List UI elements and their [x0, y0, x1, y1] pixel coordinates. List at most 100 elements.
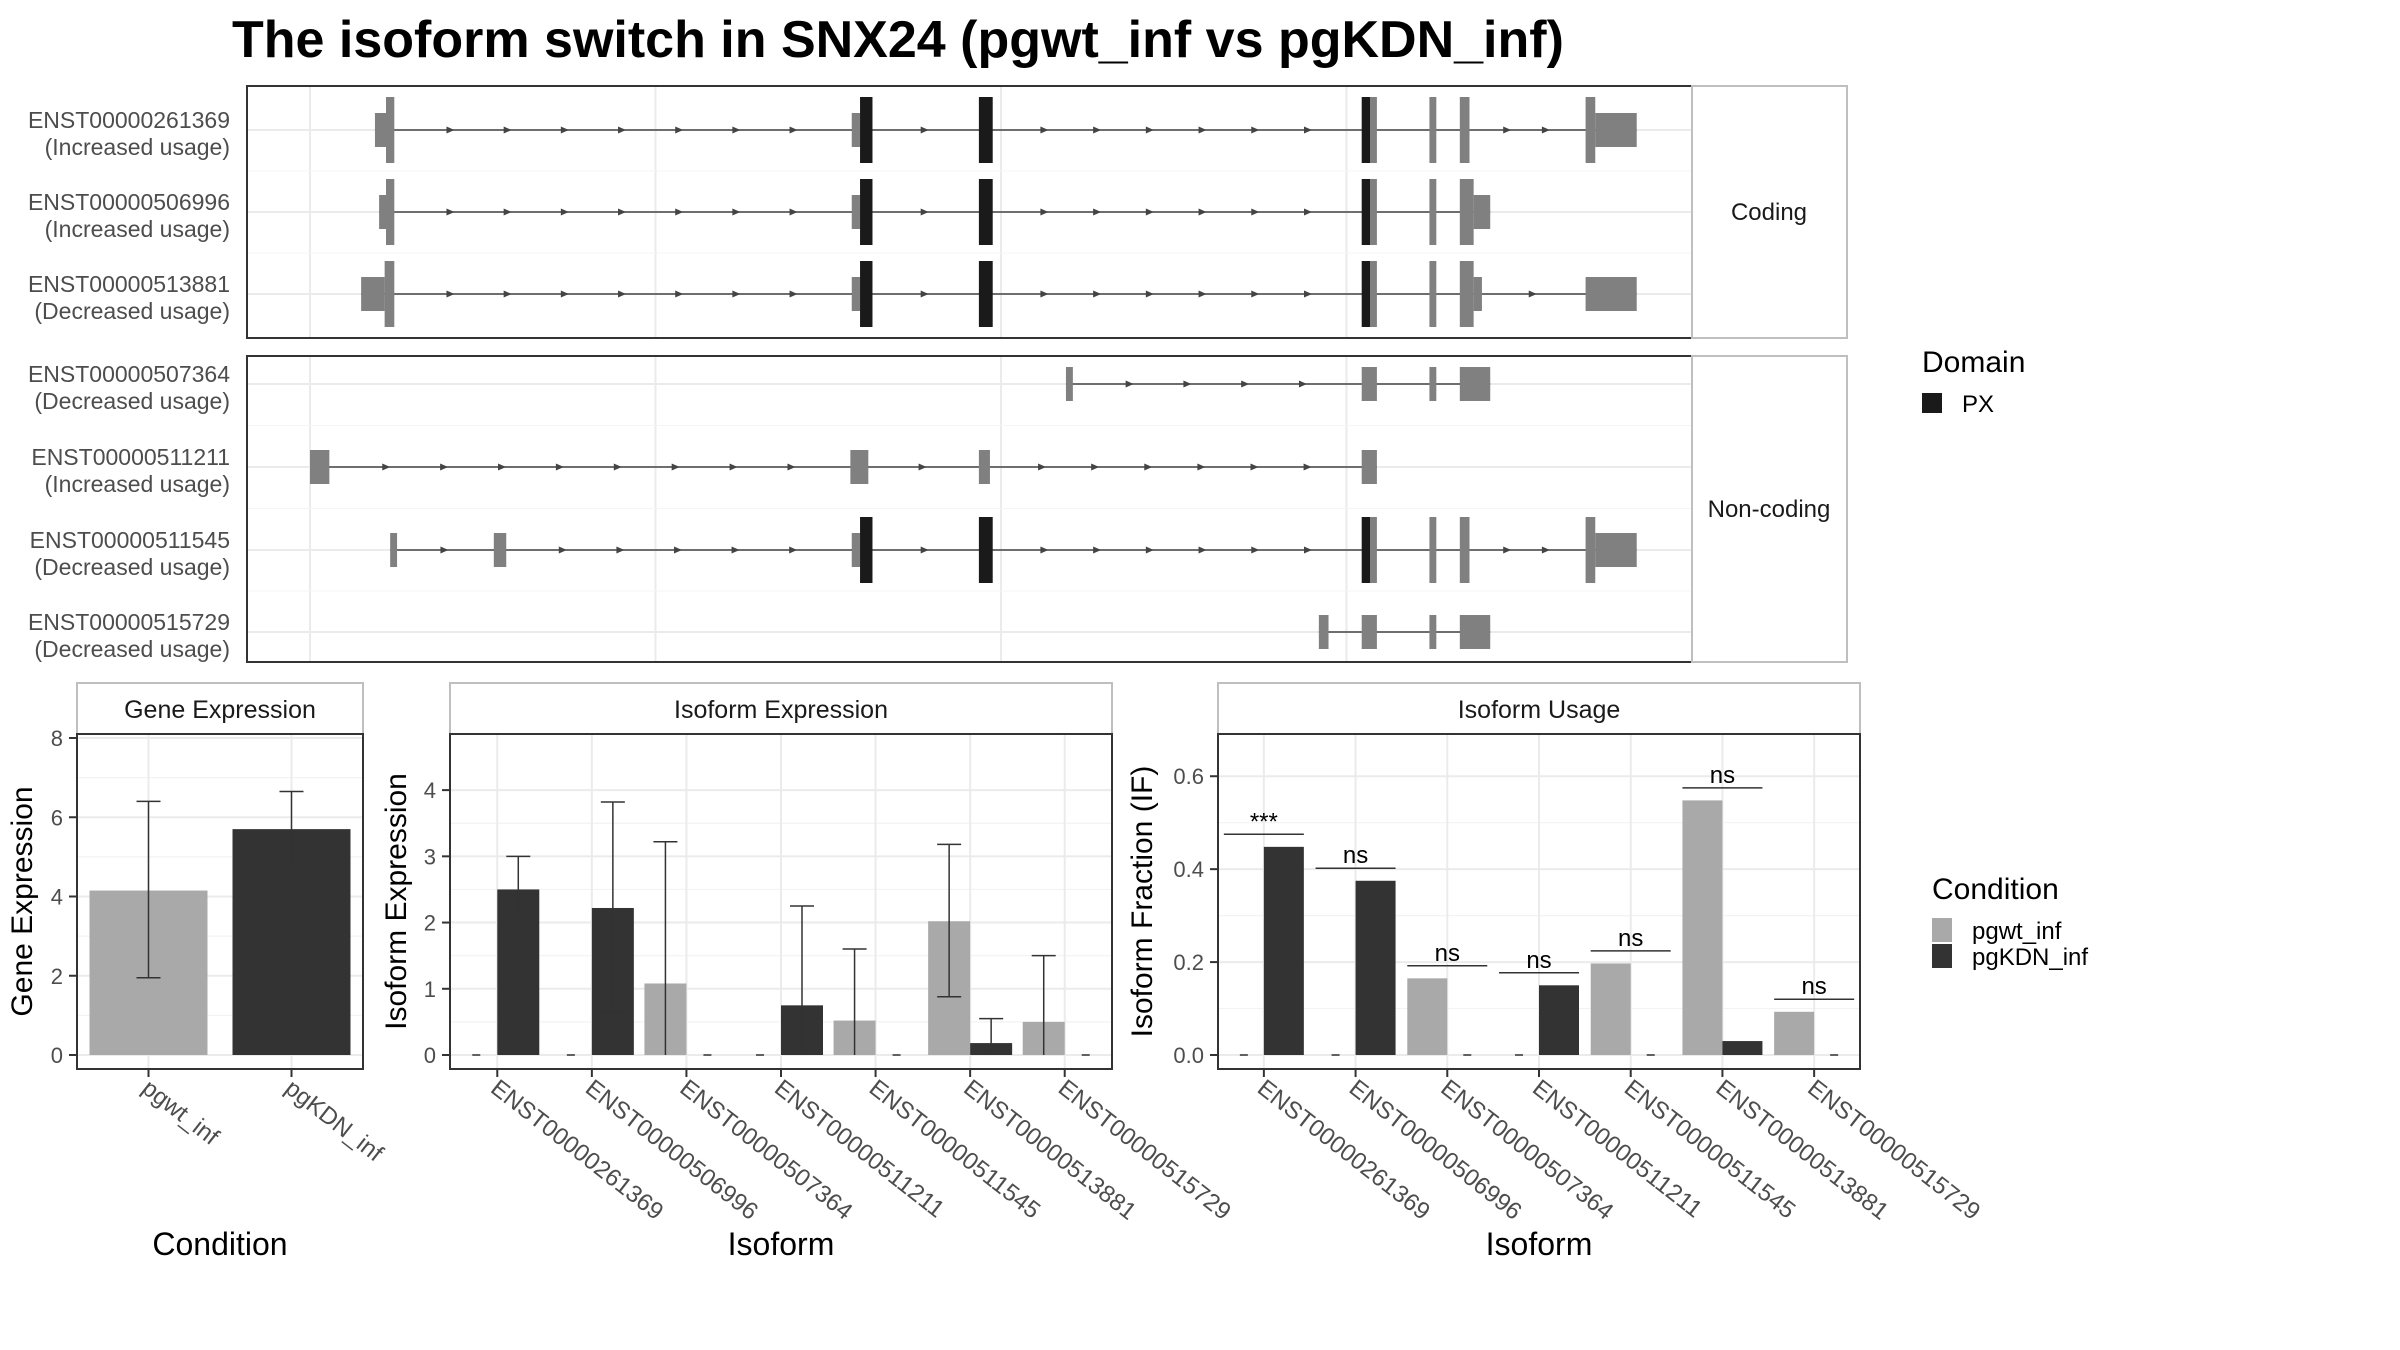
strand-arrow	[446, 208, 455, 216]
x-axis-title: Isoform	[1486, 1226, 1593, 1262]
condition-legend-title: Condition	[1932, 873, 2059, 906]
coding-exon	[384, 261, 395, 327]
strand-arrow	[1303, 290, 1312, 298]
coding-exon	[1585, 97, 1596, 163]
px-domain-exon	[860, 261, 873, 327]
y-tick-label: 0.6	[1173, 764, 1204, 789]
px-domain-exon	[1361, 517, 1370, 583]
facet-strip	[1691, 355, 1848, 663]
transcript-usage-label: (Increased usage)	[45, 471, 230, 497]
strand-arrow	[673, 546, 682, 554]
coding-exon	[386, 97, 395, 163]
strand-arrow	[671, 463, 680, 471]
px-domain-exon	[1361, 261, 1370, 327]
strand-arrow	[920, 290, 929, 298]
px-domain-exon	[978, 97, 993, 163]
x-tick-label: ENST00000513881	[958, 1074, 1141, 1225]
strand-arrow	[787, 463, 796, 471]
condition-legend-key-pgkdn-inf	[1932, 944, 1952, 968]
y-tick-label: 4	[424, 778, 436, 803]
x-tick-label: ENST00000515729	[1802, 1074, 1985, 1225]
utr-exon	[390, 533, 398, 567]
transcript-id-label: ENST00000515729	[28, 609, 230, 635]
px-domain-exon	[860, 517, 873, 583]
strand-arrow	[1303, 126, 1312, 134]
coding-exon	[1429, 261, 1437, 327]
transcript-usage-label: (Increased usage)	[45, 216, 230, 242]
strand-arrow	[1093, 126, 1102, 134]
strand-arrow	[1528, 290, 1537, 298]
y-tick-label: 0.4	[1173, 857, 1204, 882]
strand-arrow	[1040, 208, 1049, 216]
strand-arrow	[440, 546, 449, 554]
y-axis-title: Gene Expression	[6, 786, 39, 1016]
bar-pgkdn-inf	[1722, 1041, 1763, 1055]
bar-chart-panel: Isoform Expression01234ENST00000261369EN…	[380, 682, 1236, 1262]
strand-arrow	[1125, 380, 1134, 388]
strand-arrow	[618, 290, 627, 298]
y-tick-label: 4	[51, 885, 63, 910]
strand-arrow	[555, 463, 564, 471]
x-tick-label: ENST00000515729	[1053, 1074, 1236, 1225]
strand-arrow	[1183, 380, 1192, 388]
strand-arrow	[1040, 290, 1049, 298]
strand-arrow	[1198, 290, 1207, 298]
strand-arrow	[732, 126, 741, 134]
px-domain-exon	[860, 179, 873, 245]
utr-exon	[493, 533, 507, 567]
strand-arrow	[1541, 126, 1550, 134]
facet-strip-label: Coding	[1731, 199, 1807, 226]
utr-exon	[374, 113, 387, 147]
panel-strip	[76, 682, 364, 735]
figure-title: The isoform switch in SNX24 (pgwt_inf vs…	[232, 11, 1564, 69]
x-tick-label: ENST00000513881	[1711, 1074, 1894, 1225]
strand-arrow	[920, 126, 929, 134]
strand-arrow	[560, 290, 569, 298]
strand-arrow	[1038, 463, 1047, 471]
strand-arrow	[1144, 463, 1153, 471]
gene-structure-facet: ENST00000507364(Decreased usage)ENST0000…	[28, 355, 1848, 663]
coding-exon	[1369, 261, 1377, 327]
bar-pgkdn-inf	[1539, 985, 1579, 1055]
x-axis-title: Condition	[152, 1226, 287, 1262]
significance-label: ns	[1710, 762, 1735, 789]
strand-arrow	[1251, 126, 1260, 134]
x-tick-label: ENST00000506996	[580, 1074, 763, 1225]
utr-exon	[1065, 367, 1073, 401]
y-tick-label: 2	[51, 964, 63, 989]
strand-arrow	[1303, 208, 1312, 216]
strand-arrow	[1145, 208, 1154, 216]
strand-arrow	[613, 463, 622, 471]
strand-arrow	[616, 546, 625, 554]
strand-arrow	[1241, 380, 1250, 388]
y-tick-label: 6	[51, 805, 63, 830]
y-tick-label: 0.0	[1173, 1043, 1204, 1068]
strand-arrow	[789, 546, 798, 554]
strand-arrow	[1303, 546, 1312, 554]
coding-exon	[386, 179, 395, 245]
coding-exon	[1429, 517, 1437, 583]
bar-pgkdn-inf	[1263, 846, 1304, 1055]
px-domain-exon	[1361, 179, 1370, 245]
transcript-id-label: ENST00000511211	[31, 444, 230, 470]
utr-exon	[851, 195, 861, 229]
facet-strip-label: Non-coding	[1708, 496, 1831, 523]
panel-strip-label: Gene Expression	[124, 696, 316, 724]
bar-pgwt-inf	[1590, 963, 1631, 1055]
transcript-usage-label: (Decreased usage)	[34, 388, 230, 414]
utr-exon	[361, 277, 385, 311]
facet-strip	[1691, 85, 1848, 339]
panel-strip-label: Isoform Usage	[1458, 696, 1621, 724]
condition-legend-key-pgwt-inf	[1932, 918, 1952, 942]
transcript-id-label: ENST00000513881	[28, 271, 230, 297]
strand-arrow	[618, 126, 627, 134]
utr-exon	[851, 277, 861, 311]
utr-exon	[1595, 113, 1637, 147]
utr-exon	[1318, 615, 1329, 649]
strand-arrow	[789, 126, 798, 134]
x-tick-label: ENST00000261369	[1252, 1074, 1435, 1225]
utr-exon	[1459, 615, 1491, 649]
y-tick-label: 0.2	[1173, 950, 1204, 975]
strand-arrow	[675, 126, 684, 134]
